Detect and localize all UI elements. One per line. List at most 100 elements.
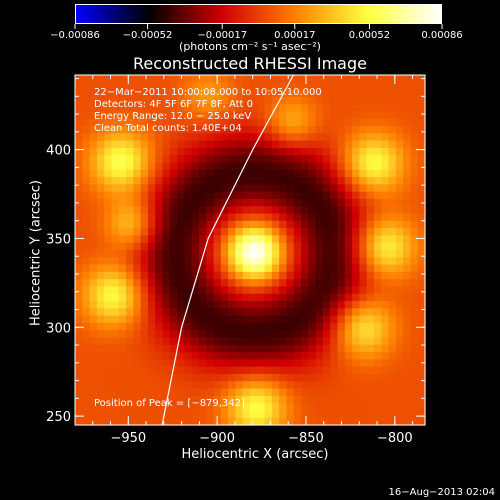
heatmap-cell [133,111,142,120]
heatmap-cell [242,250,251,258]
heatmap-cell [155,89,164,98]
heatmap-cell [381,308,390,317]
heatmap-cell [322,235,331,244]
heatmap-cell [271,169,280,178]
heatmap-cell [279,279,288,288]
heatmap-cell [118,133,127,142]
heatmap-cell [322,381,331,390]
heatmap-cell [366,337,375,346]
heatmap-cell [359,75,368,83]
heatmap-cell [184,279,193,288]
heatmap-cell [82,315,91,324]
heatmap-cell [352,140,360,149]
heatmap-cell [89,140,98,149]
heatmap-cell [198,155,207,164]
heatmap-cell [177,191,185,200]
heatmap-cell [286,126,295,134]
heatmap-cell [235,82,244,91]
heatmap-cell [366,228,375,237]
heatmap-cell [213,104,222,113]
heatmap-cell [140,264,149,273]
heatmap-cell [286,308,295,317]
heatmap-cell [271,82,280,91]
heatmap-cell [75,206,83,215]
heatmap-cell [82,162,91,171]
heatmap-cell [271,184,280,193]
heatmap-cell [330,126,339,134]
heatmap-cell [352,373,360,382]
heatmap-cell [250,344,258,353]
heatmap-cell [118,191,127,200]
heatmap-cell [162,155,171,164]
heatmap-cell [147,279,156,288]
heatmap-cell [264,242,273,251]
heatmap-cell [184,96,193,105]
heatmap-cell [89,388,98,397]
heatmap-cell [352,96,360,105]
heatmap-cell [162,82,171,91]
heatmap-cell [337,177,346,185]
heatmap-cell [198,111,207,120]
heatmap-cell [89,75,98,83]
heatmap-cell [147,373,156,382]
heatmap-cell [308,315,317,324]
heatmap-cell [213,250,222,258]
heatmap-cell [417,271,426,280]
heatmap-cell [89,322,98,331]
heatmap-cell [301,235,309,244]
heatmap-cell [388,330,397,339]
heatmap-cell [198,257,207,266]
heatmap-cell [184,403,193,412]
heatmap-cell [206,169,215,178]
heatmap-cell [228,417,237,426]
heatmap-cell [286,75,295,83]
heatmap-cell [147,133,156,142]
heatmap-cell [162,242,171,251]
heatmap-cell [388,104,397,113]
heatmap-cell [82,293,91,302]
heatmap-cell [257,118,266,127]
heatmap-cell [381,337,390,346]
heatmap-cell [373,111,382,120]
heatmap-cell [359,403,368,412]
heatmap-cell [89,301,98,309]
heatmap-cell [177,126,185,134]
heatmap-cell [257,82,266,91]
heatmap-cell [381,104,390,113]
heatmap-cell [213,271,222,280]
heatmap-cell [96,395,105,404]
heatmap-cell [118,308,127,317]
heatmap-cell [301,104,309,113]
heatmap-cell [155,250,164,258]
heatmap-cell [96,89,105,98]
colorbar-units-label: (photons cm⁻² s⁻¹ asec⁻²) [179,40,321,53]
heatmap-cell [184,82,193,91]
heatmap-cell [359,352,368,360]
heatmap-cell [104,301,113,309]
heatmap-cell [206,126,215,134]
heatmap-cell [75,213,83,222]
heatmap-cell [228,89,237,98]
heatmap-cell [235,293,244,302]
heatmap-cell [257,147,266,156]
heatmap-cell [322,147,331,156]
heatmap-cell [104,75,113,83]
heatmap-cell [410,330,419,339]
heatmap-cell [155,352,164,360]
heatmap-cell [352,359,360,368]
heatmap-cell [388,271,397,280]
heatmap-cell [191,147,200,156]
heatmap-cell [330,366,339,375]
heatmap-cell [228,286,237,295]
heatmap-cell [293,140,302,149]
heatmap-cell [366,147,375,156]
heatmap-cell [417,250,426,258]
heatmap-cell [344,257,353,266]
heatmap-cell [352,286,360,295]
heatmap-cell [177,220,185,229]
heatmap-cell [330,344,339,353]
heatmap-cell [118,169,127,178]
heatmap-cell [235,344,244,353]
heatmap-cell [417,286,426,295]
heatmap-cell [228,352,237,360]
